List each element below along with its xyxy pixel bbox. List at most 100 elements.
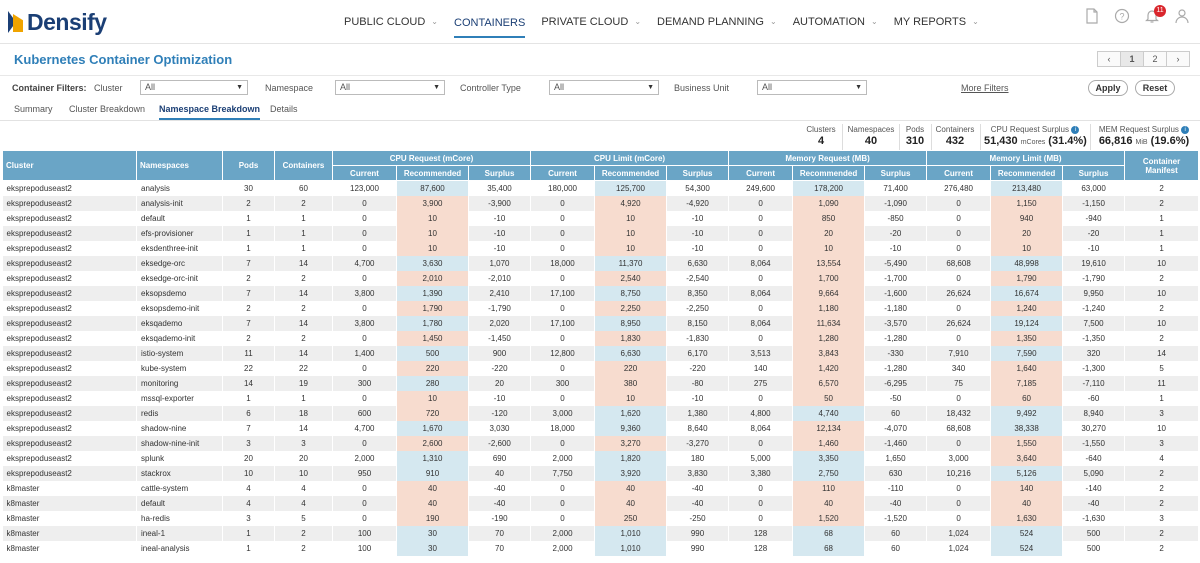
col-header-cpu-request-surplus[interactable]: Surplus	[467, 165, 532, 181]
cell-pods: 6	[222, 405, 275, 421]
col-header-namespaces[interactable]: Namespaces	[136, 150, 223, 181]
pager-prev-button[interactable]: ‹	[1097, 51, 1121, 67]
cell-mem-limit-recommended: 524	[990, 540, 1064, 556]
table-row[interactable]: k8master default 4 4 0 40 -40 0 40 -40 0 40 -40 0 40 -4…	[2, 495, 1200, 511]
cell-cpu-request-current: 0	[332, 270, 397, 286]
cell-pods: 1	[222, 210, 275, 226]
controller-type-filter-label: Controller Type	[460, 83, 521, 93]
cell-cpu-limit-surplus: -10	[666, 210, 730, 226]
col-header-mem-limit-surplus[interactable]: Surplus	[1062, 165, 1126, 181]
table-row[interactable]: eksprepoduseast2 monitoring 14 19 300 280 20 30…	[2, 375, 1200, 391]
cell-mem-request-surplus: -1,600	[864, 285, 928, 301]
col-header-cpu-limit-recommended[interactable]: Recommended	[594, 165, 668, 181]
table-row[interactable]: eksprepoduseast2 eksdenthree-init 1 1 0 10 -10…	[2, 240, 1200, 256]
table-row[interactable]: eksprepoduseast2 mssql-exporter 1 1 0 10 -10 0 1…	[2, 390, 1200, 406]
table-row[interactable]: k8master ha-redis 3 5 0 190 -190 0 250 -250 0 1,520…	[2, 510, 1200, 526]
cell-mem-request-surplus: -6,295	[864, 375, 928, 391]
nav-item-private-cloud[interactable]: PRIVATE CLOUD ⌄	[533, 0, 649, 44]
notifications-bell-icon[interactable]: 11	[1142, 5, 1166, 30]
nav-item-containers[interactable]: CONTAINERS	[446, 0, 533, 44]
col-header-container-manifest[interactable]: Container Manifest	[1124, 150, 1200, 181]
table-row[interactable]: eksprepoduseast2 efs-provisioner 1 1 0 10 -10 0…	[2, 225, 1200, 241]
densify-logo[interactable]: Densify	[8, 9, 107, 35]
cell-containers: 2	[274, 195, 333, 211]
cell-mem-request-current: 0	[728, 195, 794, 211]
table-row[interactable]: eksprepoduseast2 kube-system 22 22 0 220 -220 0…	[2, 360, 1200, 376]
table-row[interactable]: eksprepoduseast2 eksqademo 7 14 3,800 1,780 2,…	[2, 315, 1200, 331]
col-header-cluster[interactable]: Cluster	[2, 150, 137, 181]
controller-type-filter-select[interactable]: All ▼	[549, 80, 659, 95]
more-filters-link[interactable]: More Filters	[961, 83, 1009, 93]
table-row[interactable]: eksprepoduseast2 default 1 1 0 10 -10 0 10 -10 0 85…	[2, 210, 1200, 226]
business-unit-filter-label: Business Unit	[674, 83, 730, 93]
pager-page-1[interactable]: 1	[1120, 51, 1144, 67]
table-row[interactable]: eksprepoduseast2 eksedge-orc-init 2 2 0 2,010…	[2, 270, 1200, 286]
cell-mem-limit-recommended: 9,492	[990, 405, 1064, 421]
cell-cpu-limit-surplus: 1,380	[666, 405, 730, 421]
table-row[interactable]: k8master ineal-analysis 1 2 100 30 70 2,000 1,01…	[2, 540, 1200, 556]
reset-button[interactable]: Reset	[1135, 80, 1175, 96]
pager-page-2[interactable]: 2	[1143, 51, 1167, 67]
table-row[interactable]: eksprepoduseast2 eksopsdemo-init 2 2 0 1,790-…	[2, 300, 1200, 316]
cell-cpu-limit-surplus: -40	[666, 480, 730, 496]
cell-cpu-limit-recommended: 250	[594, 510, 668, 526]
col-header-cpu-limit-surplus[interactable]: Surplus	[666, 165, 730, 181]
table-row[interactable]: eksprepoduseast2 analysis-init 2 2 0 3,900 -3,…	[2, 195, 1200, 211]
cell-mem-request-current: 0	[728, 390, 794, 406]
cell-cpu-limit-surplus: -220	[666, 360, 730, 376]
table-row[interactable]: k8master ineal-1 1 2 100 30 70 2,000 1,010 990 128…	[2, 525, 1200, 541]
help-icon[interactable]: ?	[1112, 8, 1132, 30]
table-row[interactable]: eksprepoduseast2 shadow-nine 7 14 4,700 1,670…	[2, 420, 1200, 436]
col-header-mem-request-recommended[interactable]: Recommended	[792, 165, 866, 181]
table-row[interactable]: eksprepoduseast2 redis 6 18 600 720 -120 3,000 1…	[2, 405, 1200, 421]
table-row[interactable]: eksprepoduseast2 stackrox 10 10 950 910 40 7,75…	[2, 465, 1200, 481]
col-header-mem-request-surplus[interactable]: Surplus	[864, 165, 928, 181]
tab-namespace-breakdown[interactable]: Namespace Breakdown	[159, 104, 261, 120]
cell-mem-request-current: 0	[728, 480, 794, 496]
cell-cpu-request-surplus: 40	[468, 465, 532, 481]
nav-item-automation[interactable]: AUTOMATION ⌄	[785, 0, 886, 44]
col-header-mem-request-current[interactable]: Current	[728, 165, 794, 181]
table-row[interactable]: eksprepoduseast2 splunk 20 20 2,000 1,310 690 2…	[2, 450, 1200, 466]
col-header-mem-limit-recommended[interactable]: Recommended	[990, 165, 1064, 181]
cell-cluster: eksprepoduseast2	[2, 465, 137, 481]
nav-item-public-cloud[interactable]: PUBLIC CLOUD ⌄	[336, 0, 446, 44]
cell-containers: 2	[274, 525, 333, 541]
tab-details[interactable]: Details	[270, 104, 298, 114]
cluster-filter-select[interactable]: All ▼	[140, 80, 248, 95]
cell-mem-request-current: 0	[728, 270, 794, 286]
table-row[interactable]: eksprepoduseast2 eksopsdemo 7 14 3,800 1,390 2…	[2, 285, 1200, 301]
tab-cluster-breakdown[interactable]: Cluster Breakdown	[69, 104, 146, 114]
cell-mem-request-current: 4,800	[728, 405, 794, 421]
namespace-filter-select[interactable]: All ▼	[335, 80, 445, 95]
col-header-cpu-request-current[interactable]: Current	[332, 165, 397, 181]
col-header-mem-limit-current[interactable]: Current	[926, 165, 992, 181]
cell-cpu-limit-current: 17,100	[530, 285, 596, 301]
col-header-pods[interactable]: Pods	[222, 150, 275, 181]
cell-containers: 5	[274, 510, 333, 526]
tab-summary[interactable]: Summary	[14, 104, 53, 114]
cell-mem-limit-current: 0	[926, 390, 992, 406]
nav-item-my-reports[interactable]: MY REPORTS ⌄	[886, 0, 987, 44]
user-profile-icon[interactable]	[1172, 8, 1192, 30]
col-header-cpu-request-recommended[interactable]: Recommended	[396, 165, 469, 181]
nav-item-demand-planning[interactable]: DEMAND PLANNING ⌄	[649, 0, 785, 44]
pager-next-button[interactable]: ›	[1166, 51, 1190, 67]
info-icon[interactable]: i	[1181, 126, 1190, 134]
report-document-icon[interactable]	[1082, 8, 1102, 30]
apply-button[interactable]: Apply	[1088, 80, 1128, 96]
table-row[interactable]: eksprepoduseast2 shadow-nine-init 3 3 0 2,600…	[2, 435, 1200, 451]
cell-mem-request-current: 128	[728, 540, 794, 556]
table-row[interactable]: eksprepoduseast2 istio-system 11 14 1,400 500…	[2, 345, 1200, 361]
info-icon[interactable]: i	[1071, 126, 1080, 134]
col-header-containers[interactable]: Containers	[274, 150, 333, 181]
business-unit-filter-select[interactable]: All ▼	[757, 80, 867, 95]
table-row[interactable]: eksprepoduseast2 analysis 30 60 123,000 87,60…	[2, 180, 1200, 196]
cell-mem-limit-recommended: 10	[990, 240, 1064, 256]
cell-cpu-request-current: 1,400	[332, 345, 397, 361]
cell-cpu-limit-recommended: 40	[594, 480, 668, 496]
table-row[interactable]: eksprepoduseast2 eksqademo-init 2 2 0 1,450 -1…	[2, 330, 1200, 346]
col-header-cpu-limit-current[interactable]: Current	[530, 165, 596, 181]
table-row[interactable]: k8master cattle-system 4 4 0 40 -40 0 40 -40 0 110-…	[2, 480, 1200, 496]
table-row[interactable]: eksprepoduseast2 eksedge-orc 7 14 4,700 3,630…	[2, 255, 1200, 271]
